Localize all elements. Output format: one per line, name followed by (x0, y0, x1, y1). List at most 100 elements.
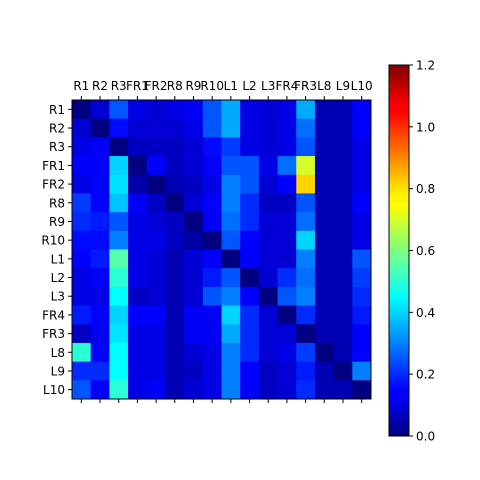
colorbar-tick-label: 0.8 (416, 182, 435, 196)
heatmap-cell (184, 212, 204, 232)
heatmap-cell (296, 230, 316, 250)
heatmap-cell (352, 342, 372, 363)
heatmap-cell (202, 193, 222, 213)
heatmap-cell (90, 380, 110, 400)
heatmap-cell (72, 268, 92, 288)
heatmap-cell (240, 324, 260, 344)
heatmap-cell (277, 305, 297, 325)
heatmap-cell (240, 156, 260, 176)
heatmap-cell (72, 137, 92, 157)
heatmap-cell (202, 361, 222, 381)
heatmap-cell (146, 342, 166, 363)
x-tick-label: R1 (73, 79, 89, 93)
heatmap-cell (72, 118, 92, 138)
heatmap-cell (333, 286, 353, 306)
heatmap-cell (221, 100, 241, 120)
heatmap-cell (165, 324, 185, 344)
heatmap-cell (240, 268, 260, 288)
heatmap-cell (202, 118, 222, 138)
heatmap-cell (202, 100, 222, 120)
heatmap-cell (296, 342, 316, 363)
heatmap-cell (146, 137, 166, 157)
heatmap-cell (184, 380, 204, 400)
heatmap-cell (277, 137, 297, 157)
heatmap-cell (240, 305, 260, 325)
x-tick-label: R3 (111, 79, 127, 93)
heatmap-cell (240, 286, 260, 306)
heatmap-cell (277, 156, 297, 176)
heatmap-cell (352, 380, 372, 400)
heatmap-cell (128, 380, 148, 400)
y-tick-label: L2 (51, 271, 65, 285)
heatmap-cell (333, 268, 353, 288)
heatmap-cell (240, 212, 260, 232)
x-tick-label: L10 (351, 79, 373, 93)
heatmap-cell (165, 174, 185, 194)
heatmap-cell (128, 342, 148, 363)
heatmap-cell (314, 305, 335, 325)
heatmap-cell (90, 324, 110, 344)
heatmap-cell (146, 324, 166, 344)
heatmap-cell (146, 286, 166, 306)
heatmap-cell (296, 286, 316, 306)
heatmap-cell (221, 268, 241, 288)
heatmap-cell (165, 230, 185, 250)
heatmap-cell (72, 249, 92, 269)
heatmap-cell (277, 249, 297, 269)
heatmap-cell (277, 230, 297, 250)
heatmap-cell (90, 268, 110, 288)
heatmap-cell (221, 342, 241, 363)
heatmap-cell (277, 268, 297, 288)
heatmap-cell (72, 342, 92, 363)
heatmap-cell (277, 212, 297, 232)
heatmap-cell (90, 286, 110, 306)
heatmap-cell (221, 324, 241, 344)
heatmap-cell (109, 193, 129, 213)
heatmap-cell (128, 193, 148, 213)
heatmap-cell (202, 305, 222, 325)
heatmap-cell (72, 324, 92, 344)
heatmap-cell (240, 193, 260, 213)
heatmap-cell (146, 230, 166, 250)
heatmap-cell (333, 380, 353, 400)
heatmap-cell (165, 249, 185, 269)
heatmap-cell (352, 361, 372, 381)
colorbar-gradient (388, 64, 410, 437)
x-tick-label: L3 (261, 79, 275, 93)
heatmap-cell (296, 118, 316, 138)
heatmap-cell (109, 212, 129, 232)
heatmap-cell (109, 380, 129, 400)
heatmap-cell (258, 212, 278, 232)
heatmap-cell (352, 324, 372, 344)
heatmap-cell (109, 268, 129, 288)
heatmap-cell (146, 380, 166, 400)
heatmap-cell (352, 174, 372, 194)
heatmap-cell (240, 137, 260, 157)
heatmap-cell (109, 100, 129, 120)
colorbar-tick-label: 0.4 (416, 306, 435, 320)
y-tick-label: L10 (43, 383, 65, 397)
heatmap-cell (90, 174, 110, 194)
heatmap-cell (277, 380, 297, 400)
heatmap-cell (333, 193, 353, 213)
heatmap-cell (184, 230, 204, 250)
heatmap-cell (128, 118, 148, 138)
heatmap-cell (202, 212, 222, 232)
heatmap-cell (165, 342, 185, 363)
heatmap-cell (128, 100, 148, 120)
colorbar-tick-label: 0.0 (416, 430, 435, 444)
heatmap-cell (296, 156, 316, 176)
heatmap-cell (72, 305, 92, 325)
heatmap-cell (72, 380, 92, 400)
heatmap-cell (128, 137, 148, 157)
heatmap-cell (72, 230, 92, 250)
y-tick-label: L9 (51, 364, 65, 378)
heatmap-cell (314, 249, 335, 269)
heatmap-cell (258, 193, 278, 213)
y-tick-label: L3 (51, 290, 65, 304)
heatmap-cell (72, 174, 92, 194)
heatmap-cell (109, 324, 129, 344)
heatmap-cell (146, 193, 166, 213)
heatmap-cell (128, 361, 148, 381)
